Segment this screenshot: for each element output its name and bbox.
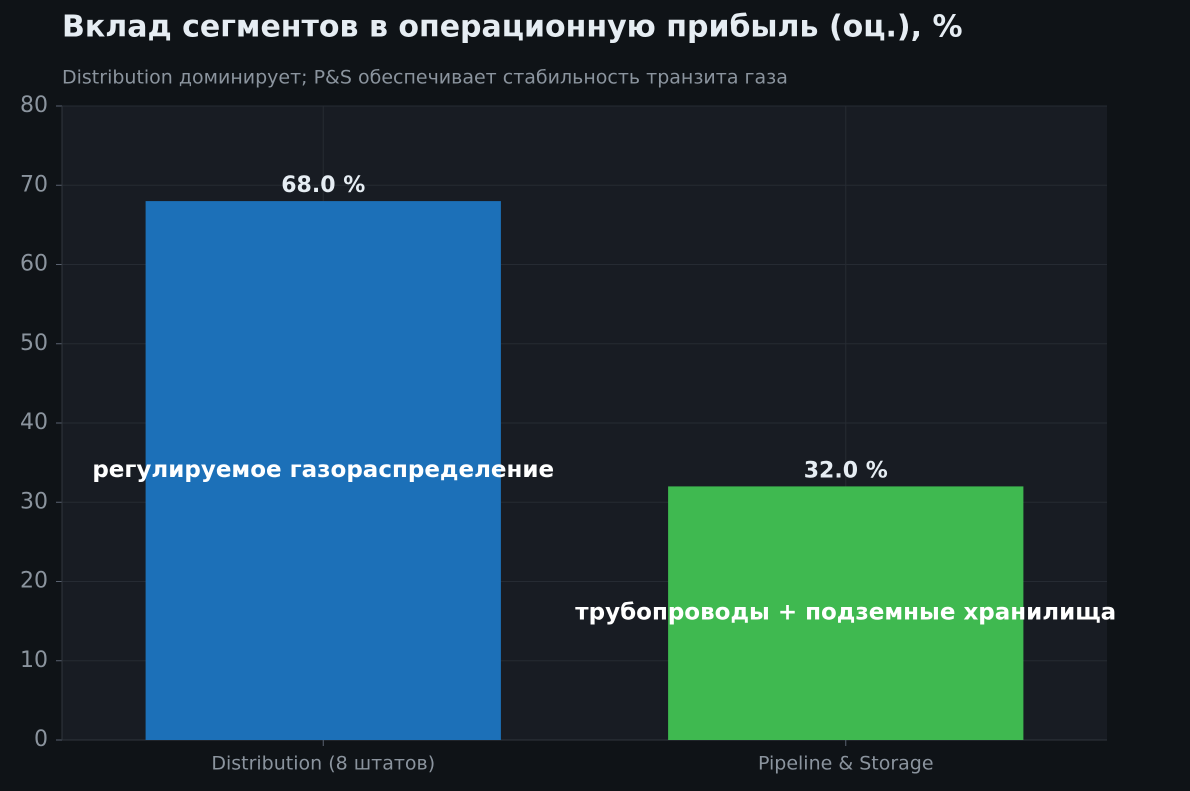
- bar-annotation: трубопроводы + подземные хранилища: [575, 600, 1116, 626]
- y-tick-label: 10: [20, 648, 48, 673]
- value-label: 68.0 %: [281, 173, 365, 198]
- value-label: 32.0 %: [804, 458, 888, 483]
- chart-title: Вклад сегментов в операционную прибыль (…: [62, 10, 963, 45]
- y-tick-label: 0: [34, 727, 48, 752]
- chart-subtitle: Distribution доминирует; P&S обеспечивае…: [62, 67, 788, 89]
- y-tick-label: 50: [20, 331, 48, 356]
- y-tick-label: 70: [20, 172, 48, 197]
- bar-annotation: регулируемое газораспределение: [92, 457, 554, 483]
- x-tick-label: Pipeline & Storage: [758, 753, 934, 775]
- x-tick-label: Distribution (8 штатов): [211, 753, 435, 775]
- y-tick-label: 40: [20, 410, 48, 435]
- bar: [145, 201, 501, 741]
- y-tick-label: 30: [20, 489, 48, 514]
- bar: [668, 486, 1024, 740]
- y-tick-label: 20: [20, 569, 48, 594]
- y-tick-label: 80: [20, 93, 48, 118]
- y-tick-label: 60: [20, 252, 48, 277]
